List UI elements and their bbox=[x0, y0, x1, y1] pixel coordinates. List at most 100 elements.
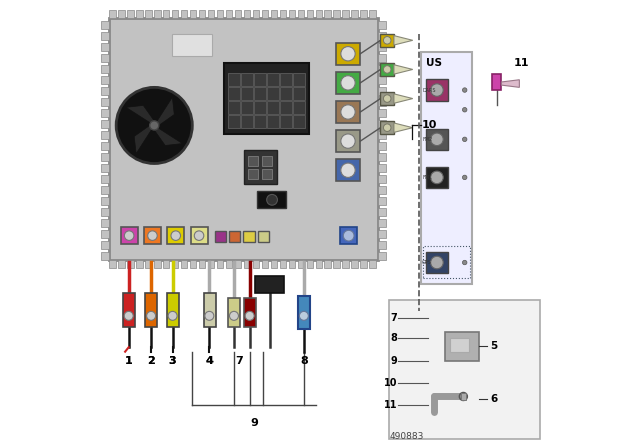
Bar bbox=[118, 260, 125, 268]
Bar bbox=[336, 101, 360, 123]
Bar bbox=[127, 10, 134, 18]
Bar bbox=[244, 260, 250, 268]
Bar bbox=[378, 65, 387, 73]
Bar bbox=[191, 227, 207, 244]
Circle shape bbox=[147, 311, 156, 320]
Circle shape bbox=[195, 231, 204, 241]
Circle shape bbox=[230, 311, 239, 320]
Bar bbox=[101, 175, 109, 183]
Bar bbox=[208, 10, 214, 18]
Bar bbox=[248, 156, 258, 166]
Bar bbox=[267, 101, 279, 114]
Bar bbox=[336, 72, 360, 94]
Bar bbox=[426, 129, 448, 150]
Bar bbox=[378, 219, 387, 227]
Bar bbox=[154, 260, 161, 268]
Bar bbox=[181, 10, 188, 18]
Bar bbox=[243, 231, 255, 242]
Bar bbox=[423, 246, 470, 278]
Polygon shape bbox=[134, 125, 154, 154]
Bar bbox=[101, 76, 109, 84]
Bar bbox=[426, 79, 448, 101]
Bar bbox=[340, 227, 357, 244]
Text: 10: 10 bbox=[384, 378, 397, 388]
Bar bbox=[226, 260, 232, 268]
Bar bbox=[215, 231, 226, 242]
Bar bbox=[360, 10, 367, 18]
Bar bbox=[262, 169, 271, 179]
Circle shape bbox=[383, 95, 391, 102]
Circle shape bbox=[148, 231, 157, 241]
Circle shape bbox=[343, 230, 354, 241]
Bar bbox=[228, 87, 240, 100]
Bar bbox=[101, 186, 109, 194]
Bar bbox=[241, 101, 253, 114]
Bar bbox=[101, 54, 109, 62]
Text: 3: 3 bbox=[169, 356, 177, 366]
Bar bbox=[342, 10, 349, 18]
Bar bbox=[280, 115, 292, 128]
Bar bbox=[378, 252, 387, 260]
Bar bbox=[378, 87, 387, 95]
Text: 9: 9 bbox=[391, 356, 397, 366]
Bar bbox=[289, 260, 295, 268]
Text: 7: 7 bbox=[391, 313, 397, 323]
Bar bbox=[154, 10, 161, 18]
Circle shape bbox=[116, 87, 193, 164]
Bar bbox=[262, 156, 271, 166]
Bar bbox=[101, 230, 109, 238]
Bar bbox=[101, 208, 109, 216]
Bar bbox=[226, 10, 232, 18]
Bar bbox=[280, 101, 292, 114]
Bar bbox=[109, 10, 116, 18]
Bar bbox=[378, 54, 387, 62]
Bar bbox=[298, 296, 310, 329]
Bar bbox=[262, 10, 268, 18]
Circle shape bbox=[205, 311, 214, 320]
Bar bbox=[244, 10, 250, 18]
Text: 4: 4 bbox=[205, 356, 213, 366]
Bar bbox=[380, 63, 394, 76]
Bar bbox=[316, 260, 322, 268]
Bar bbox=[241, 73, 253, 86]
Circle shape bbox=[383, 124, 391, 131]
Circle shape bbox=[245, 311, 254, 320]
Bar bbox=[450, 338, 468, 352]
Text: US: US bbox=[426, 58, 442, 68]
Polygon shape bbox=[154, 125, 182, 146]
Bar bbox=[378, 98, 387, 106]
Bar bbox=[254, 87, 266, 100]
Circle shape bbox=[341, 105, 355, 119]
Bar bbox=[136, 10, 143, 18]
Bar bbox=[235, 10, 241, 18]
Bar bbox=[461, 393, 466, 400]
Bar bbox=[229, 231, 240, 242]
Bar bbox=[224, 63, 309, 134]
Circle shape bbox=[383, 37, 391, 44]
Bar bbox=[254, 115, 266, 128]
Circle shape bbox=[168, 311, 177, 320]
Bar bbox=[271, 260, 277, 268]
Bar bbox=[445, 332, 479, 361]
Bar bbox=[109, 260, 116, 268]
Circle shape bbox=[150, 121, 159, 130]
Bar bbox=[208, 260, 214, 268]
Bar bbox=[378, 164, 387, 172]
Text: 2: 2 bbox=[147, 356, 155, 366]
Bar bbox=[378, 175, 387, 183]
Bar bbox=[351, 260, 358, 268]
Text: FM1: FM1 bbox=[422, 175, 432, 180]
Bar bbox=[255, 276, 284, 293]
Circle shape bbox=[341, 134, 355, 148]
Bar bbox=[144, 227, 161, 244]
Bar bbox=[378, 208, 387, 216]
Bar bbox=[199, 10, 205, 18]
Text: 6: 6 bbox=[490, 394, 497, 404]
Bar bbox=[109, 18, 378, 260]
Bar bbox=[298, 260, 304, 268]
Bar bbox=[101, 131, 109, 139]
Bar bbox=[333, 260, 340, 268]
Bar bbox=[336, 43, 360, 65]
Bar bbox=[293, 115, 305, 128]
Bar bbox=[101, 98, 109, 106]
